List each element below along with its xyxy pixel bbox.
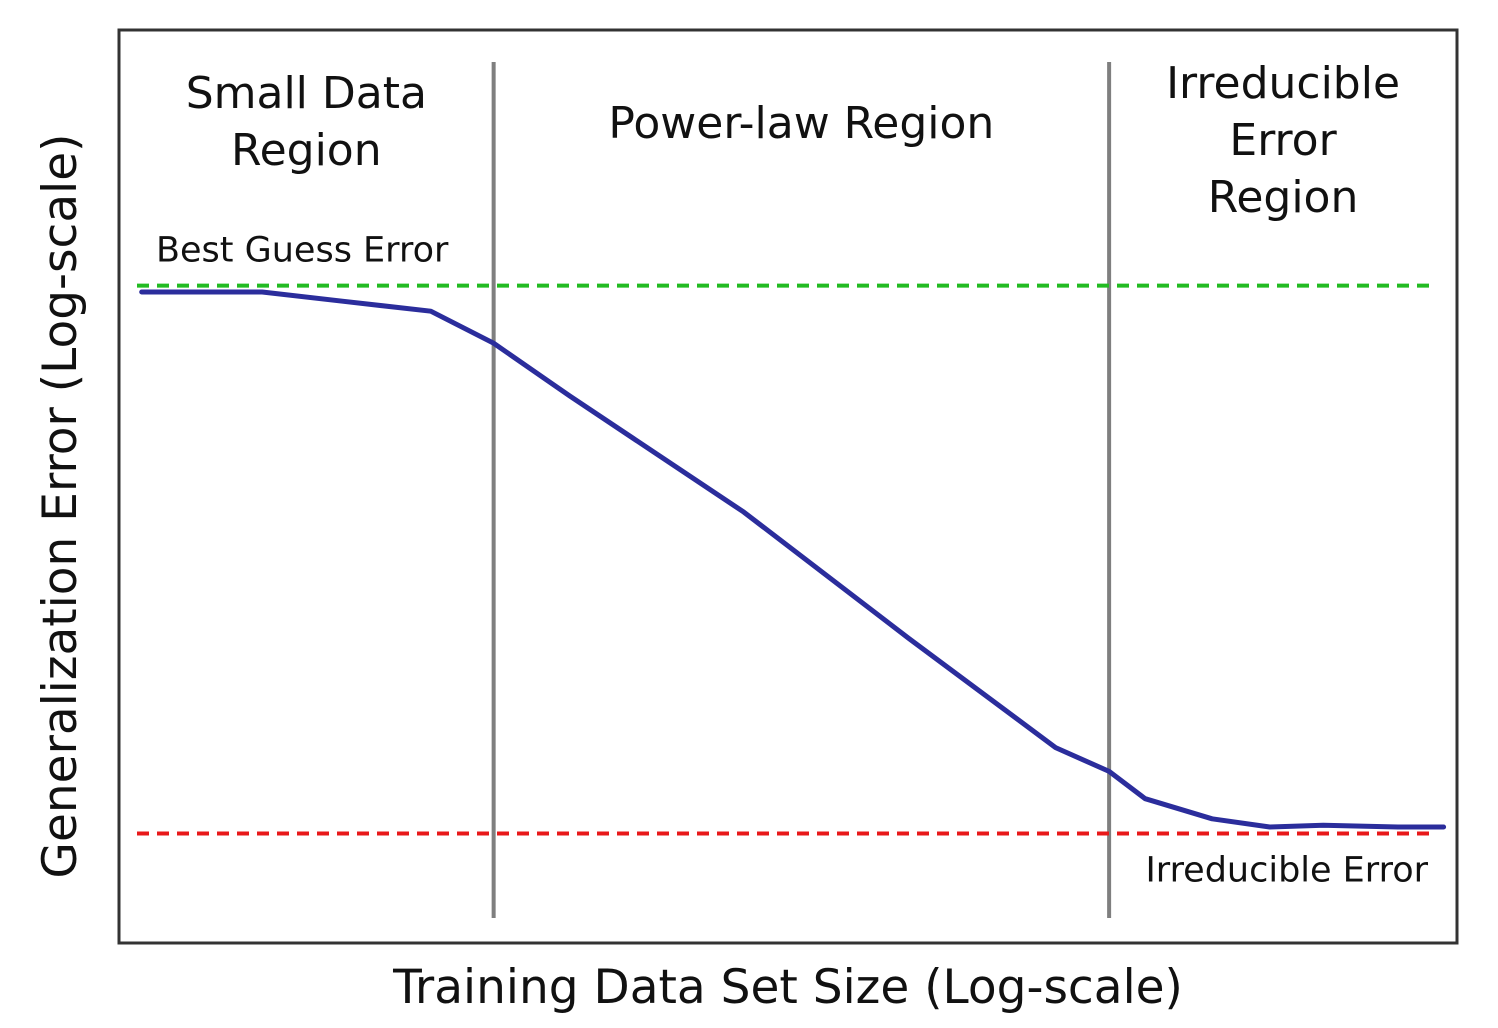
region-label-line: Error — [1229, 115, 1337, 166]
power-law-region-label: Power-law Region — [608, 98, 994, 149]
region-labels: Small Data Region Power-law Region Irreduci… — [186, 58, 1400, 223]
reference-lines — [137, 283, 1437, 836]
generalization-error-curve — [139, 289, 1447, 830]
irreducible-error-region-label: Irreducible Error Region — [1166, 58, 1400, 223]
irreducible-error-label: Irreducible Error — [1145, 850, 1428, 890]
region-label-line: Region — [1208, 172, 1359, 223]
region-label-line: Irreducible — [1166, 58, 1400, 109]
region-label-line: Region — [231, 125, 382, 176]
series-group — [139, 289, 1447, 830]
small-data-region-label: Small Data Region — [186, 68, 427, 176]
y-axis-label: Generalization Error (Log-scale) — [33, 134, 88, 879]
best-guess-error-label: Best Guess Error — [156, 231, 449, 271]
reference-line-labels: Best Guess Error Irreducible Error — [156, 231, 1429, 891]
region-label-line: Power-law Region — [608, 98, 994, 149]
region-label-line: Small Data — [186, 68, 427, 119]
plot-frame — [117, 28, 1459, 945]
region-boundaries — [491, 62, 1112, 918]
x-axis-label: Training Data Set Size (Log-scale) — [392, 960, 1183, 1015]
